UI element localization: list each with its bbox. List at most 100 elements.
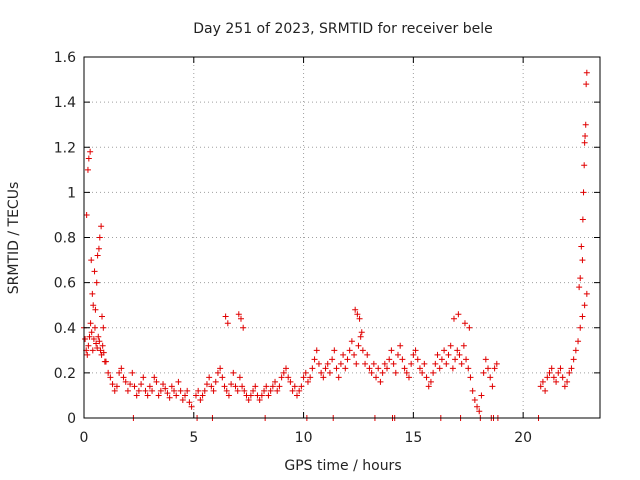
data-point [166,394,173,401]
data-point [88,257,95,264]
data-point [91,324,98,331]
data-point [577,275,584,282]
data-point [419,369,426,376]
data-point [583,69,590,76]
data-point [485,365,492,372]
data-point [379,369,386,376]
data-point [280,369,287,376]
data-point [197,396,204,403]
data-point [421,360,428,367]
data-point [99,313,106,320]
data-point [293,392,300,399]
data-point [239,383,246,390]
data-point [160,381,167,388]
data-point [427,378,434,385]
data-point [491,365,498,372]
data-point [283,365,290,372]
data-point [113,383,120,390]
data-point [122,378,129,385]
data-point [107,374,114,381]
data-point [298,383,305,390]
data-point [447,342,454,349]
data-point [93,279,100,286]
data-point [89,290,96,297]
data-point [84,166,91,173]
data-point [550,374,557,381]
data-point [155,392,162,399]
data-point [445,351,452,358]
data-point [210,387,217,394]
data-point [151,374,158,381]
x-tick-label: 20 [514,430,532,446]
data-point [355,342,362,349]
data-point [392,369,399,376]
data-point [455,311,462,318]
data-point [386,356,393,363]
data-point [401,365,408,372]
data-point [576,284,583,291]
data-point [458,360,465,367]
data-point [287,378,294,385]
data-point [85,155,92,162]
data-point [140,374,147,381]
data-point [539,378,546,385]
data-point [91,268,98,275]
data-point [223,387,230,394]
data-point [221,383,228,390]
data-point [356,315,363,322]
data-point [225,392,232,399]
data-point [425,383,432,390]
data-point [87,148,94,155]
data-point [362,360,369,367]
data-point [581,302,588,309]
data-point [340,351,347,358]
data-point [430,369,437,376]
data-point [578,243,585,250]
data-point [263,383,270,390]
data-point [364,351,371,358]
data-point [384,365,391,372]
data-point [416,365,423,372]
data-point [329,356,336,363]
data-point [313,347,320,354]
data-point [456,351,463,358]
data-point [208,383,215,390]
data-point [579,313,586,320]
data-point [582,121,589,128]
data-point [454,347,461,354]
data-point [564,378,571,385]
data-point [405,374,412,381]
data-point [157,387,164,394]
data-point [89,347,96,354]
data-point [250,387,257,394]
data-point [353,360,360,367]
data-point [553,378,560,385]
data-point [85,342,92,349]
data-point [583,81,590,88]
x-tick-label: 10 [295,430,313,446]
data-point [86,333,93,340]
data-point [203,381,210,388]
data-point [94,345,101,352]
data-point [390,360,397,367]
data-points [81,69,590,421]
data-point [388,347,395,354]
x-axis-label: GPS time / hours [284,458,401,474]
data-point [359,347,366,354]
data-point [311,356,318,363]
data-point [90,302,97,309]
data-point [399,356,406,363]
data-point [245,396,252,403]
data-point [474,403,481,410]
data-point [237,315,244,322]
data-point [241,387,248,394]
data-point [135,387,142,394]
data-point [164,390,171,397]
data-point [302,369,309,376]
data-point [111,387,118,394]
data-point [105,369,112,376]
data-point [561,383,568,390]
data-point [206,374,213,381]
data-point [124,387,131,394]
data-point [171,387,178,394]
